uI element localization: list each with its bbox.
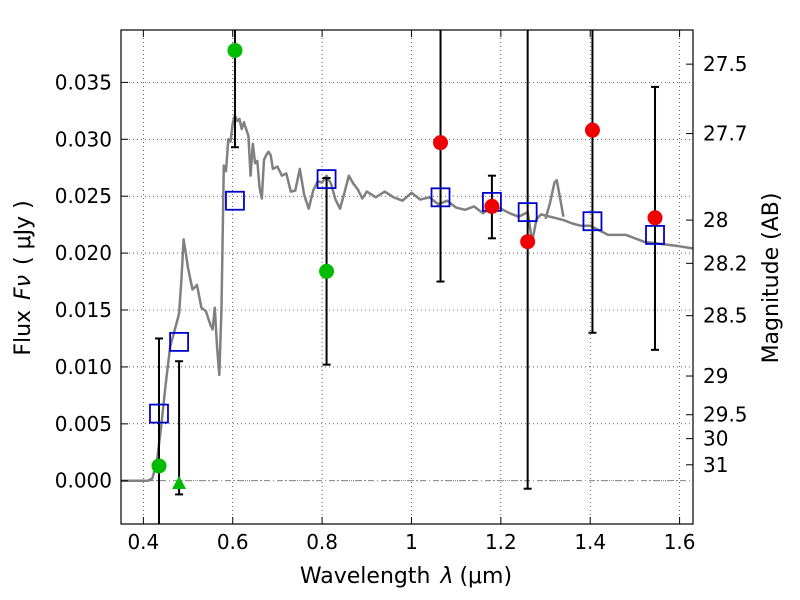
model-photometry-squares (149, 169, 665, 424)
magnitude-tick-label: 28.2 (703, 251, 748, 275)
x-axis-ticks: 0.4 0.6 0.8 1 1.2 1.4 1.6 (127, 30, 696, 554)
y-tick-label: 0.035 (55, 70, 112, 94)
magnitude-tick-label: 27.7 (703, 122, 748, 146)
x-axis-label: Wavelength λ (μm) (300, 564, 512, 589)
model-photometry-square (517, 202, 538, 223)
y-tick-label: 0.015 (55, 298, 112, 322)
green-upper-limit-triangle (172, 476, 187, 490)
model-photometry-square (430, 187, 451, 208)
y-tick-label: 0.030 (55, 127, 112, 151)
red-point (433, 135, 449, 151)
y-tick-label: 0.025 (55, 184, 112, 208)
x-tick-label: 0.6 (217, 530, 249, 554)
green-point (319, 263, 335, 279)
magnitude-tick-label: 30 (703, 427, 728, 451)
y-axis-label-unit: ( μJy ) (11, 200, 36, 265)
red-point (584, 122, 600, 138)
magnitude-tick-label: 31 (703, 453, 728, 477)
model-photometry-square (582, 211, 603, 232)
red-point (520, 234, 536, 250)
y-axis-ticks: 0.000 0.005 0.010 0.015 0.020 0.025 0.030 0.035 (55, 70, 128, 493)
x-axis-label-unit: (μm) (459, 564, 512, 589)
model-photometry-square (316, 169, 337, 190)
magnitude-tick-label: 29.5 (703, 403, 748, 427)
y-tick-label: 0.010 (55, 355, 112, 379)
x-tick-label: 1.2 (485, 530, 517, 554)
y-tick-label: 0.000 (55, 469, 112, 493)
red-points (433, 122, 663, 250)
y-axis-label-prefix: Flux (11, 310, 36, 356)
red-point (484, 198, 500, 214)
green-point (227, 42, 243, 58)
magnitude-tick-label: 27.5 (703, 52, 748, 76)
green-point (151, 458, 167, 474)
model-photometry-square (645, 224, 665, 245)
x-tick-label: 1.4 (574, 530, 606, 554)
green-points (151, 42, 335, 490)
model-photometry-square (149, 403, 169, 424)
magnitude-tick-label: 28.5 (703, 304, 748, 328)
magnitude-tick-label: 28 (703, 208, 728, 232)
red-point (647, 210, 663, 226)
y-tick-label: 0.005 (55, 412, 112, 436)
grid (121, 30, 693, 524)
x-tick-label: 0.8 (306, 530, 338, 554)
y-axis-label-symbol: Fν (11, 275, 36, 300)
x-tick-label: 0.4 (127, 530, 159, 554)
x-tick-label: 1 (405, 530, 418, 554)
plot-frame (120, 29, 694, 525)
sed-model-line (121, 114, 694, 482)
magnitude-tick-label: 29 (703, 364, 728, 388)
x-axis-label-prefix: Wavelength (300, 564, 431, 589)
x-tick-label: 1.6 (664, 530, 696, 554)
sed-model-bump-line (544, 178, 565, 220)
y-axis-label: Flux Fν ( μJy ) (11, 200, 36, 355)
model-photometry-square (225, 190, 245, 211)
y-tick-label: 0.020 (55, 241, 112, 265)
magnitude-axis-label: Magnitude (AB) (759, 193, 784, 364)
model-photometry-square (169, 331, 189, 352)
x-axis-label-symbol: λ (439, 564, 453, 589)
